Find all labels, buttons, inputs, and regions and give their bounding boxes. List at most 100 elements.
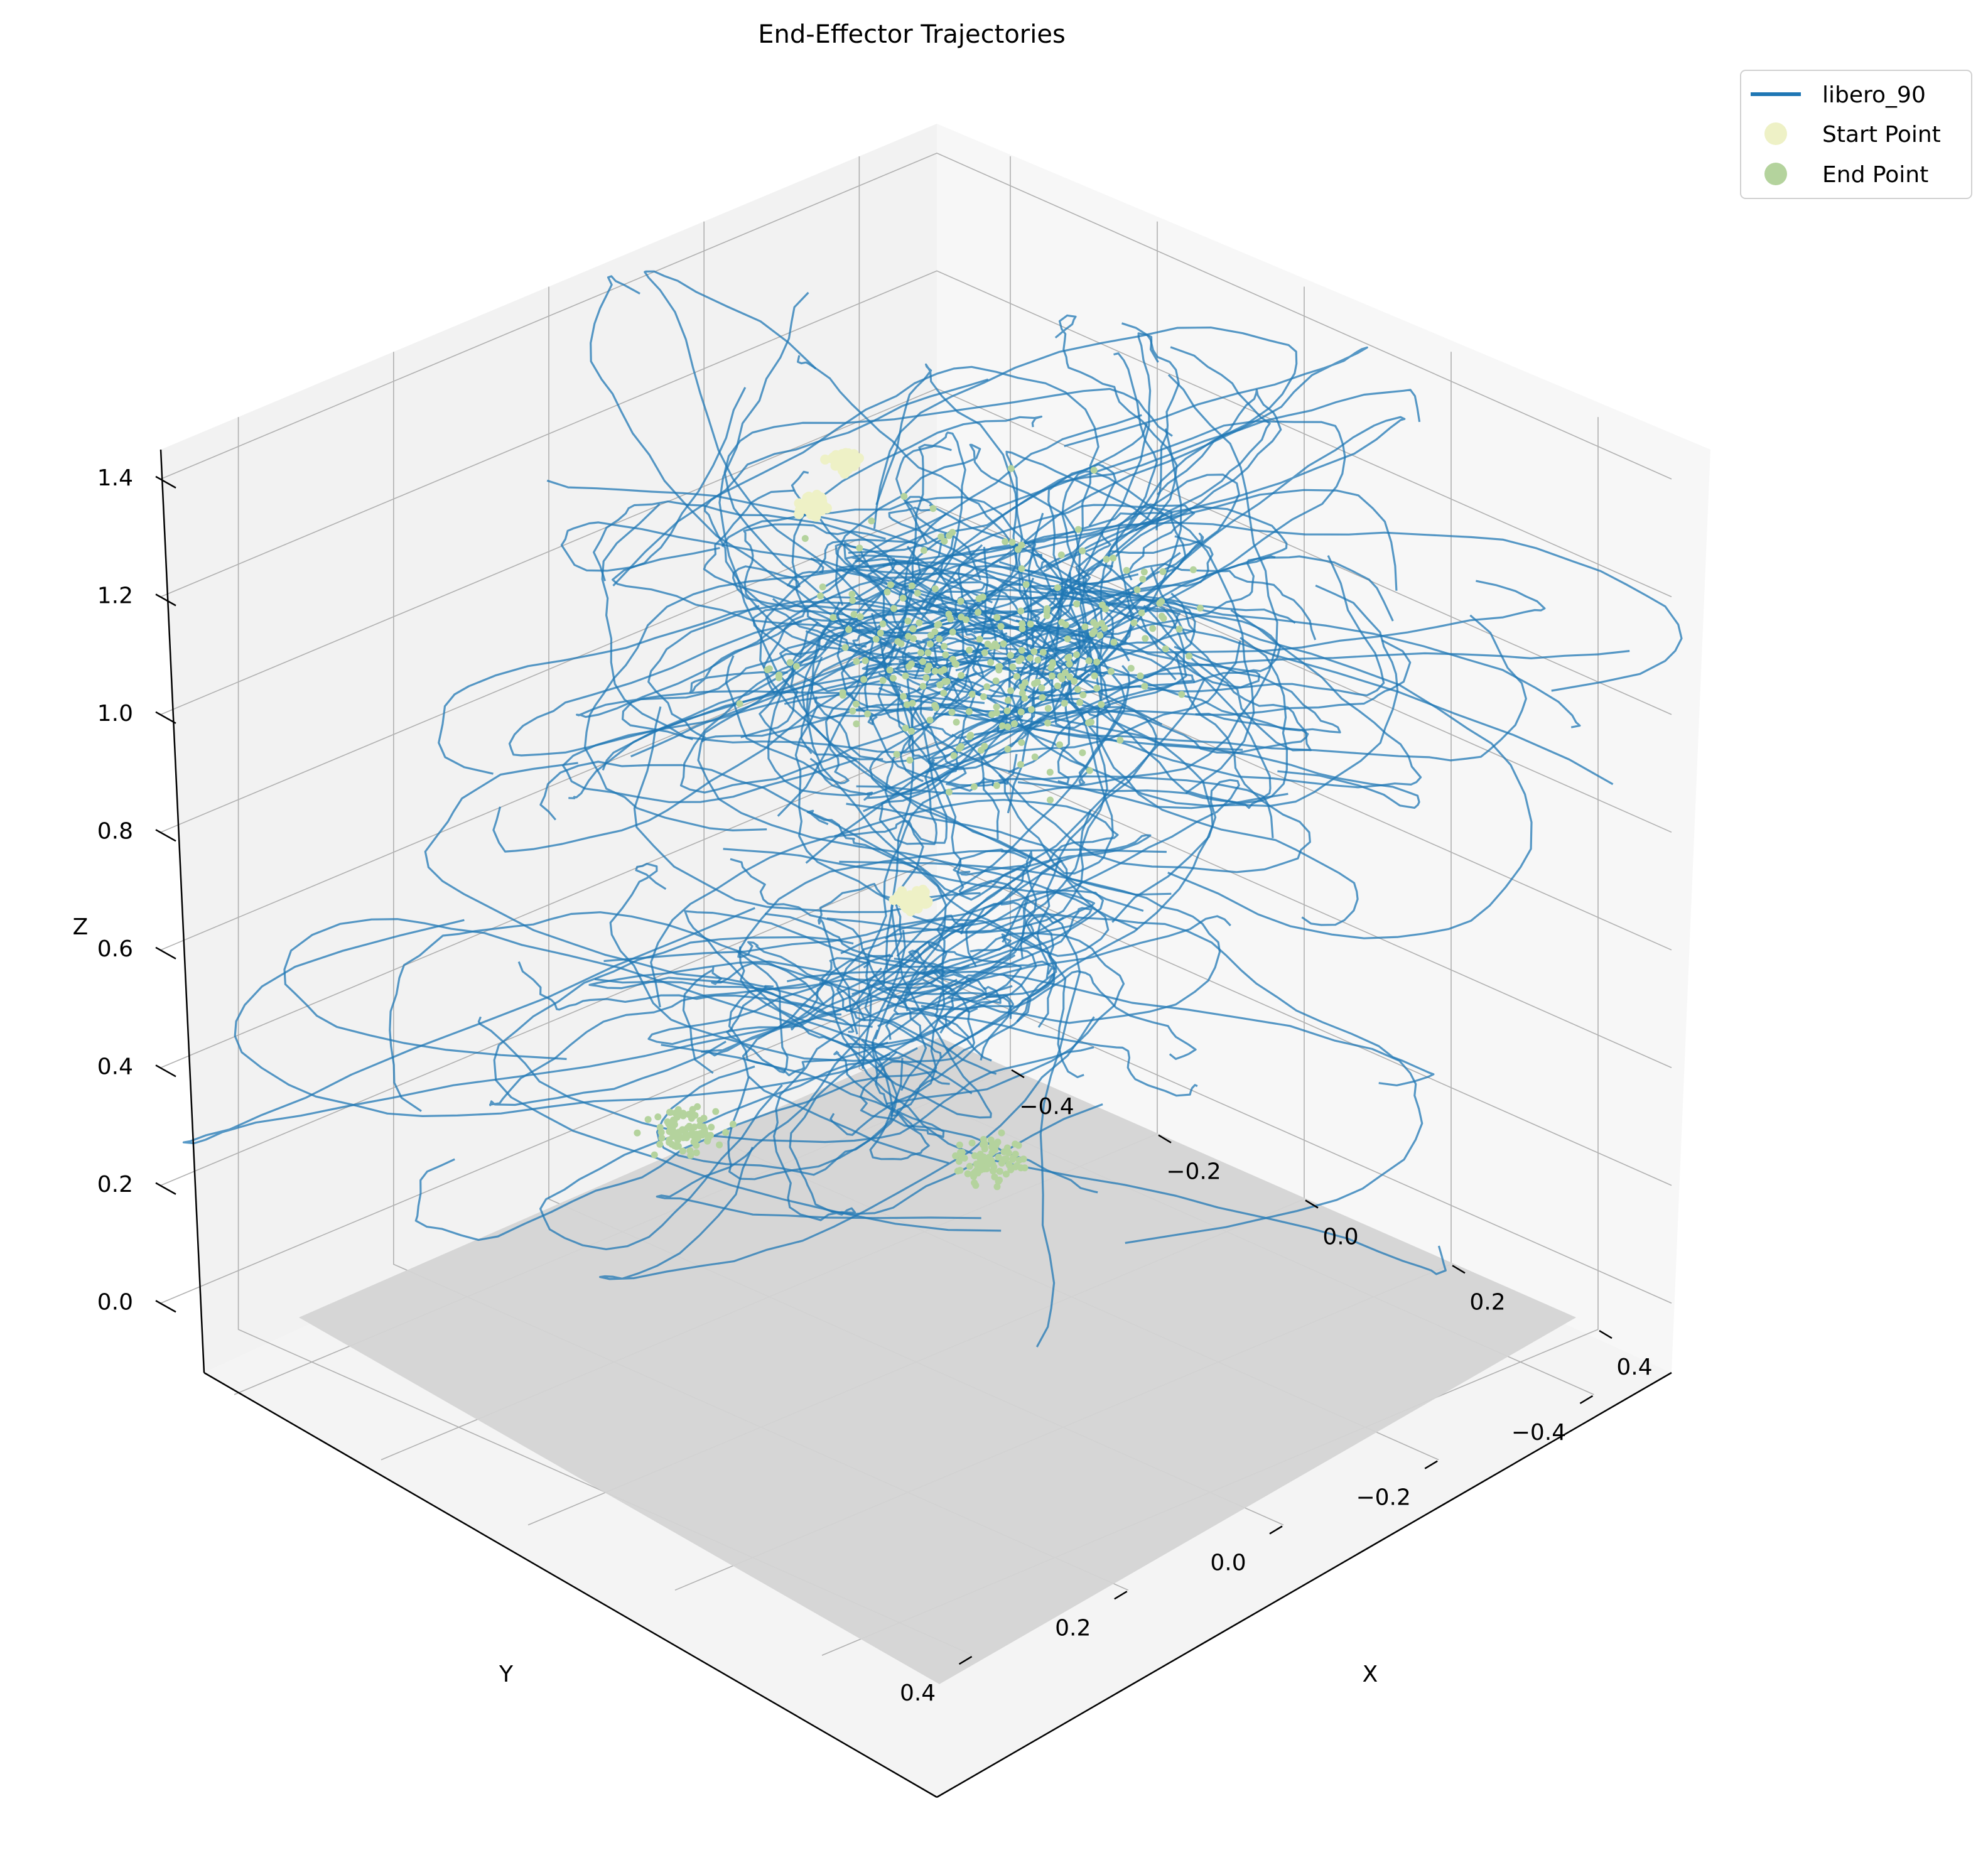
trajectory-line — [689, 617, 961, 701]
trajectory-line — [592, 500, 964, 617]
end-point — [775, 674, 782, 681]
trajectory-line — [609, 862, 918, 1062]
end-point — [992, 677, 1000, 684]
end-point — [965, 708, 973, 715]
end-point — [1156, 600, 1164, 607]
trajectory-line — [885, 932, 1125, 1105]
z-tick-label: 1.4 — [97, 465, 133, 491]
end-point — [1018, 647, 1025, 654]
end-point — [1073, 651, 1080, 659]
trajectory-line — [786, 970, 1423, 1244]
end-point — [651, 1151, 658, 1159]
end-point — [674, 1137, 681, 1144]
end-point — [1009, 663, 1017, 671]
end-point — [979, 593, 986, 601]
end-point — [1003, 1144, 1011, 1152]
end-point — [1127, 664, 1135, 672]
end-point — [975, 608, 982, 616]
end-point — [729, 1120, 737, 1128]
end-point — [716, 1141, 723, 1149]
end-point — [899, 595, 907, 602]
end-point — [1098, 701, 1105, 708]
end-point — [1141, 683, 1148, 690]
end-point — [941, 666, 948, 673]
end-point — [890, 674, 897, 682]
z-tick-label: 0.8 — [97, 818, 133, 844]
trajectory-line — [911, 521, 1683, 692]
end-point — [1073, 600, 1081, 608]
end-point — [964, 1170, 971, 1177]
trajectory-line — [414, 1070, 937, 1241]
x-tick-mark — [1305, 1199, 1319, 1209]
trajectory-line — [921, 970, 1197, 1061]
end-point — [877, 629, 884, 637]
end-point — [671, 1117, 678, 1125]
end-point — [993, 614, 1001, 621]
end-point — [968, 1139, 976, 1147]
end-point — [909, 700, 916, 707]
end-point — [1085, 719, 1092, 727]
end-point — [887, 581, 894, 588]
trajectory-line — [1076, 503, 1196, 686]
trajectory-line — [991, 540, 1081, 785]
trajectory-line — [477, 1016, 1094, 1143]
end-point — [906, 757, 914, 764]
start-point — [905, 890, 916, 900]
z-axis-label: Z — [73, 914, 89, 940]
trajectory-line — [779, 590, 1296, 693]
y-tick-label: −0.4 — [1511, 1420, 1566, 1446]
trajectory-line — [737, 848, 1167, 1021]
end-point — [817, 592, 824, 600]
trajectory-line — [772, 978, 958, 1221]
end-point — [801, 535, 809, 542]
z-axis-ticks: 0.0 0.2 0.4 0.6 0.8 1.0 1.2 1.4 — [97, 465, 176, 1315]
trajectory-line — [870, 613, 992, 1119]
trajectory-line — [999, 561, 1533, 939]
trajectory-lines — [182, 270, 1683, 1348]
end-point — [1064, 635, 1071, 642]
trajectory-line — [723, 387, 1173, 646]
end-point — [996, 1167, 1003, 1175]
start-point — [817, 501, 828, 512]
z-tick-label: 1.0 — [97, 701, 133, 727]
end-point — [704, 1137, 711, 1145]
end-point — [1017, 760, 1024, 768]
end-point — [961, 1154, 968, 1162]
trajectory-line — [727, 973, 1032, 1181]
end-point — [829, 614, 837, 621]
end-point — [786, 659, 794, 666]
trajectory-line — [517, 961, 855, 1033]
trajectory-line — [848, 915, 1231, 1059]
end-point — [1159, 568, 1167, 575]
end-point — [841, 644, 849, 651]
end-point — [1039, 649, 1047, 656]
end-point — [864, 710, 872, 718]
legend-label-start-point: Start Point — [1822, 122, 1941, 148]
trajectory-line — [937, 606, 1630, 677]
end-point — [1018, 739, 1025, 746]
end-point — [700, 1123, 707, 1130]
trajectory-line — [598, 1016, 1095, 1280]
end-point — [936, 635, 943, 642]
trajectory-line — [835, 543, 1066, 735]
y-tick-label: 0.4 — [900, 1680, 936, 1706]
y-tick-label: −0.2 — [1356, 1485, 1410, 1511]
start-point — [802, 492, 813, 503]
trajectory-line — [829, 914, 964, 1136]
end-point — [1142, 635, 1149, 642]
end-point — [977, 1166, 985, 1174]
end-point — [910, 635, 917, 642]
end-point — [1002, 1170, 1010, 1178]
end-point — [712, 1108, 720, 1115]
end-point — [920, 547, 927, 554]
z-tick-mark — [155, 593, 176, 607]
trajectory-line — [752, 414, 1142, 658]
end-point — [957, 598, 964, 605]
end-point — [902, 673, 909, 679]
trajectory-line — [682, 962, 970, 1074]
trajectory-line — [859, 1061, 1098, 1194]
end-point — [722, 1129, 730, 1136]
end-point — [991, 1173, 998, 1181]
end-point — [1090, 467, 1098, 474]
end-point — [1123, 566, 1130, 574]
